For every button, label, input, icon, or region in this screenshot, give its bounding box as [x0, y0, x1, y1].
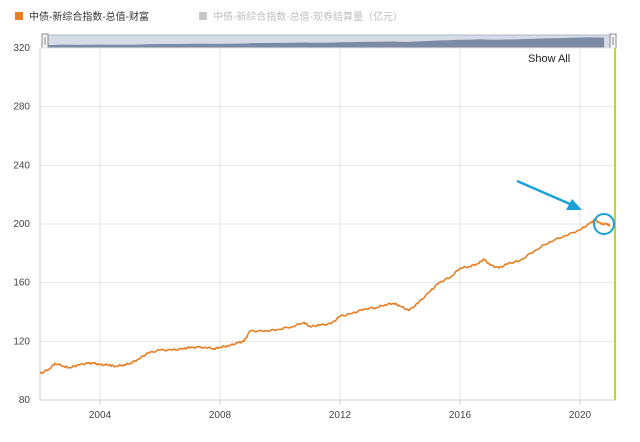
- y-tick-label: 120: [13, 336, 30, 347]
- legend-swatch-series-1: [15, 12, 23, 20]
- x-tick-label: 2004: [89, 410, 112, 421]
- gridlines: [40, 47, 616, 400]
- series-line-wealth-index: [39, 218, 611, 375]
- y-tick-label: 80: [19, 395, 31, 406]
- x-tick-label: 2008: [209, 410, 232, 421]
- navigator-series-area: [48, 37, 605, 48]
- y-tick-label: 240: [13, 160, 30, 171]
- x-axis-ticks: 2004 2008 2012 2016 2020: [89, 400, 592, 421]
- annotation-arrowhead-icon: [566, 199, 582, 210]
- annotation-arrow-icon: [516, 179, 571, 206]
- x-tick-label: 2012: [329, 410, 352, 421]
- range-navigator[interactable]: [41, 33, 617, 49]
- x-tick-label: 2020: [569, 410, 592, 421]
- y-tick-label: 320: [13, 43, 30, 54]
- y-tick-label: 280: [13, 102, 30, 113]
- y-tick-label: 200: [13, 219, 30, 230]
- legend-label-series-1: 中债-新综合指数-总值-财富: [29, 10, 149, 23]
- y-tick-label: 160: [13, 278, 30, 289]
- legend-label-series-2: 中债-新综合指数-总值-现券结算量（亿元）: [213, 10, 403, 23]
- legend-item-series-2[interactable]: 中债-新综合指数-总值-现券结算量（亿元）: [199, 10, 403, 23]
- x-tick-label: 2016: [449, 410, 472, 421]
- legend-item-series-1[interactable]: 中债-新综合指数-总值-财富: [15, 10, 149, 23]
- show-all-button[interactable]: Show All: [528, 53, 570, 65]
- legend-swatch-series-2: [199, 12, 207, 20]
- legend: 中债-新综合指数-总值-财富 中债-新综合指数-总值-现券结算量（亿元）: [15, 10, 403, 23]
- annotation: [516, 179, 615, 235]
- annotation-highlight-circle: [593, 213, 615, 235]
- y-axis-ticks: 80 120 160 200 240 280 320: [13, 43, 30, 406]
